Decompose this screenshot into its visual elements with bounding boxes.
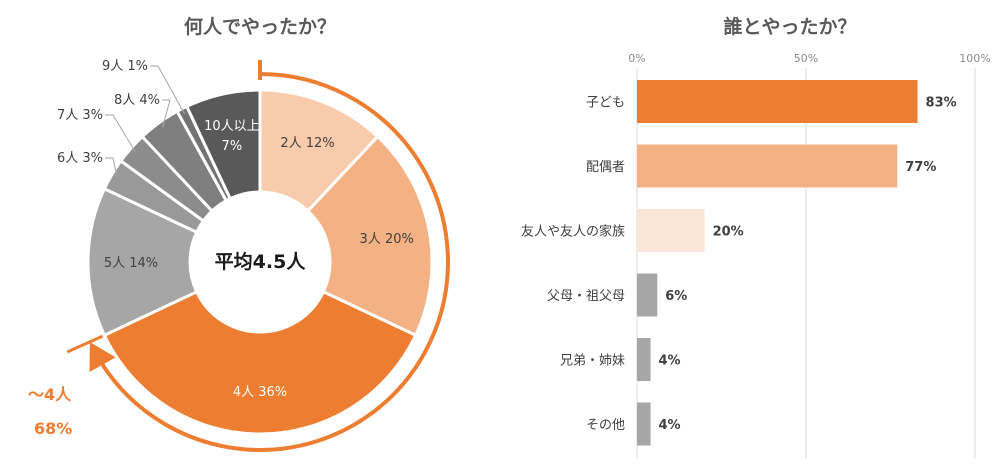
bar-siblings bbox=[637, 338, 651, 381]
bar-chart-title: 誰とやったか？ bbox=[723, 16, 857, 38]
bar-tick-label-0: 0% bbox=[628, 52, 645, 65]
callout-arc bbox=[99, 72, 450, 452]
bar-category-label-spouse: 配偶者 bbox=[586, 160, 625, 175]
donut-label-9: 9人 1% bbox=[102, 59, 148, 74]
cumulative-callout bbox=[66, 60, 450, 452]
donut-chart: 2人 12% 3人 20% 4人 36% 5人 14% 6人 3% 7人 3% 8人 4% 9… bbox=[57, 59, 434, 436]
bar-chart: 0% 50% 100% 子ども 83% 配偶者 77% 友人や友人の家族 20% 父母・祖父母 6%… bbox=[521, 52, 991, 458]
donut-slice-4 bbox=[102, 289, 418, 436]
bar-spouse bbox=[637, 144, 898, 188]
bar-value-label-siblings: 4% bbox=[659, 354, 681, 369]
donut-label-2: 2人 12% bbox=[280, 136, 334, 151]
donut-label-6: 6人 3% bbox=[57, 151, 103, 166]
bar-value-label-spouse: 77% bbox=[905, 160, 936, 175]
donut-slice-5 bbox=[86, 186, 199, 338]
donut-label-5: 5人 14% bbox=[104, 256, 158, 271]
bar-value-label-other: 4% bbox=[659, 418, 681, 433]
donut-slice-3 bbox=[305, 134, 434, 338]
bar-friends bbox=[637, 209, 705, 252]
bar-value-label-parents: 6% bbox=[665, 289, 687, 304]
donut-chart-title: 何人でやったか？ bbox=[183, 16, 336, 38]
bar-tick-label-50: 50% bbox=[794, 52, 818, 65]
donut-label-8: 8人 4% bbox=[114, 93, 160, 108]
donut-label-10plus-category: 10人以上 bbox=[204, 119, 260, 134]
bar-category-label-friends: 友人や友人の家族 bbox=[521, 224, 625, 240]
bar-parents bbox=[637, 273, 658, 317]
bar-category-label-kids: 子ども bbox=[586, 96, 625, 111]
bar-value-label-kids: 83% bbox=[926, 96, 957, 111]
donut-label-4: 4人 36% bbox=[233, 385, 287, 400]
donut-leader-6 bbox=[105, 157, 118, 178]
donut-leader-9 bbox=[150, 65, 186, 115]
donut-label-7: 7人 3% bbox=[57, 108, 103, 123]
bar-value-label-friends: 20% bbox=[713, 225, 744, 240]
donut-leader-8 bbox=[161, 99, 171, 128]
bar-category-label-siblings: 兄弟・姉妹 bbox=[560, 354, 625, 369]
bar-kids bbox=[637, 80, 918, 123]
callout-label-percent: 68% bbox=[34, 419, 72, 438]
donut-slice-10plus bbox=[184, 88, 262, 201]
donut-label-3: 3人 20% bbox=[360, 232, 414, 247]
bar-category-label-parents: 父母・祖父母 bbox=[547, 289, 625, 304]
donut-center-label: 平均4.5人 bbox=[215, 250, 307, 273]
callout-label-range: 〜4人 bbox=[28, 385, 72, 404]
callout-arrowhead bbox=[89, 342, 116, 373]
bar-tick-label-100: 100% bbox=[959, 52, 990, 65]
donut-label-10plus-percent: 7% bbox=[222, 139, 243, 154]
callout-end-tick bbox=[66, 334, 104, 354]
bar-category-label-other: その他 bbox=[586, 418, 625, 433]
donut-leader-7 bbox=[105, 114, 136, 153]
bar-other bbox=[637, 402, 651, 446]
